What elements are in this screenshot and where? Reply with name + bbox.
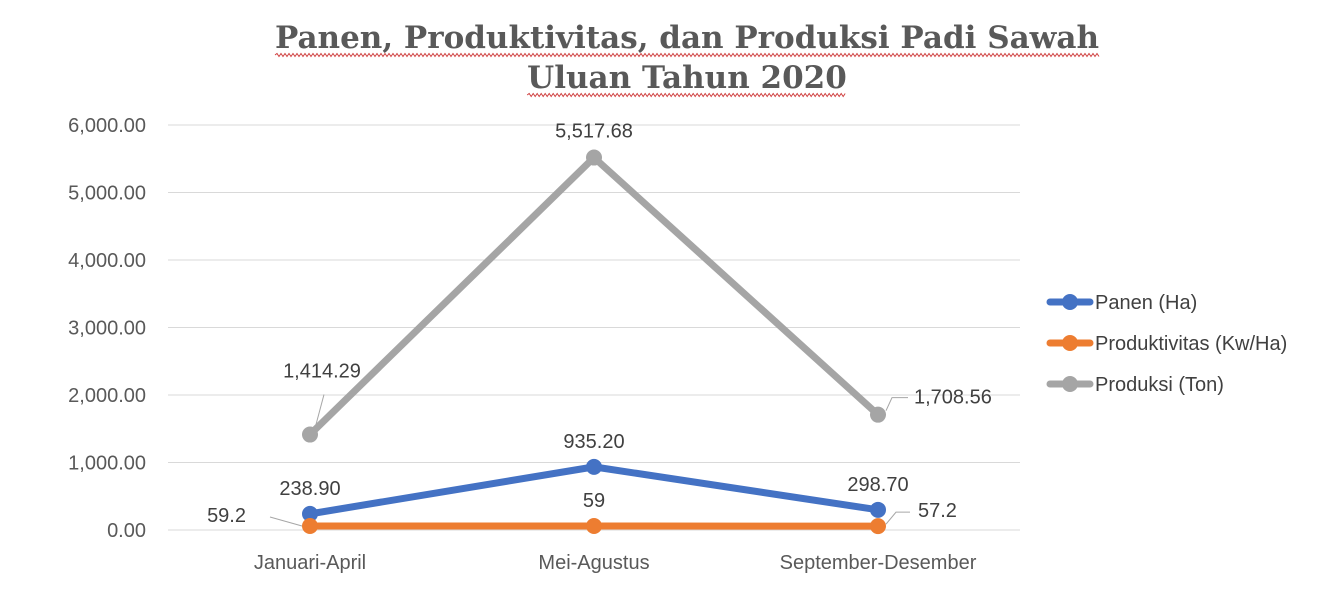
legend-swatch-marker bbox=[1062, 335, 1078, 351]
title-spell-underline bbox=[526, 92, 846, 98]
y-axis: 0.00 1,000.00 2,000.00 3,000.00 4,000.00 5,00… bbox=[68, 115, 146, 542]
series-0 bbox=[302, 458, 886, 522]
data-point bbox=[302, 505, 318, 522]
y-tick-label: 6,000.00 bbox=[68, 115, 146, 137]
series-line bbox=[306, 154, 882, 439]
label-leader-line bbox=[885, 397, 908, 411]
data-point bbox=[870, 518, 886, 535]
label-leader-line bbox=[885, 511, 910, 525]
data-point bbox=[586, 518, 602, 535]
data-point bbox=[870, 501, 886, 518]
data-label: 5,517.68 bbox=[555, 121, 633, 143]
x-tick-label: September-Desember bbox=[780, 552, 977, 574]
legend-swatch-marker bbox=[1062, 294, 1078, 310]
y-tick-label: 4,000.00 bbox=[68, 250, 146, 272]
data-label: 238.90 bbox=[279, 478, 340, 500]
series-1 bbox=[302, 518, 886, 535]
x-tick-label: Mei-Agustus bbox=[538, 552, 649, 574]
data-label: 59 bbox=[583, 490, 605, 512]
y-tick-label: 3,000.00 bbox=[68, 318, 146, 340]
legend-label: Produktivitas (Kw/Ha) bbox=[1095, 333, 1287, 355]
chart-title: Panen, Produktivitas, dan Produksi Padi … bbox=[274, 20, 1100, 98]
data-point bbox=[302, 426, 318, 443]
data-label: 935.20 bbox=[563, 431, 624, 453]
data-label: 59.2 bbox=[207, 505, 246, 527]
data-labels: 238.90 935.20 298.70 59.2 59 57.2 1,414.29 5,51… bbox=[207, 121, 992, 527]
data-point bbox=[870, 406, 886, 423]
y-tick-label: 0.00 bbox=[107, 520, 146, 542]
series-lines bbox=[302, 149, 886, 535]
y-tick-label: 2,000.00 bbox=[68, 385, 146, 407]
data-label: 1,414.29 bbox=[283, 361, 361, 383]
data-label: 1,708.56 bbox=[914, 387, 992, 409]
x-axis: Januari-April Mei-Agustus September-Desemb… bbox=[254, 552, 977, 574]
y-tick-label: 5,000.00 bbox=[68, 183, 146, 205]
chart-title-line-2: Uluan Tahun 2020 bbox=[527, 60, 847, 96]
legend-label: Panen (Ha) bbox=[1095, 292, 1197, 314]
data-point bbox=[302, 518, 318, 535]
series-2 bbox=[302, 149, 886, 443]
legend-entry: Produksi (Ton) bbox=[1046, 374, 1224, 396]
label-leader-line bbox=[269, 516, 303, 527]
title-spell-underline bbox=[274, 52, 1100, 58]
legend-entry: Produktivitas (Kw/Ha) bbox=[1046, 333, 1287, 355]
legend-entry: Panen (Ha) bbox=[1046, 292, 1197, 314]
data-point bbox=[586, 458, 602, 475]
legend: Panen (Ha) Produktivitas (Kw/Ha) Produksi … bbox=[1046, 292, 1287, 396]
legend-swatch-marker bbox=[1062, 376, 1078, 392]
data-label: 57.2 bbox=[918, 500, 957, 522]
data-point bbox=[586, 149, 602, 166]
label-leader-line bbox=[315, 394, 325, 425]
x-tick-label: Januari-April bbox=[254, 552, 366, 574]
legend-label: Produksi (Ton) bbox=[1095, 374, 1224, 396]
y-tick-label: 1,000.00 bbox=[68, 453, 146, 475]
data-label: 298.70 bbox=[847, 474, 908, 496]
chart-title-line-1: Panen, Produktivitas, dan Produksi Padi … bbox=[275, 20, 1099, 56]
